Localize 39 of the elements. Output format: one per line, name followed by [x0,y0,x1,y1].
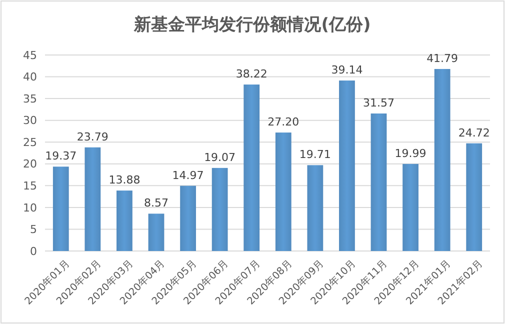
bar [402,164,418,251]
data-label: 8.57 [144,196,168,210]
y-tick-label: 15 [23,180,37,193]
y-tick-label: 35 [23,92,37,106]
data-label: 13.88 [108,174,140,187]
bar [180,186,196,251]
bar [52,166,69,251]
bar [307,165,324,251]
y-tick-label: 5 [30,223,37,236]
bar [148,214,164,251]
y-tick-label: 0 [30,244,37,258]
data-label: 38.22 [236,68,268,81]
data-label: 23.79 [76,130,108,144]
bar [244,84,260,251]
bar [84,147,101,251]
bar [466,143,482,251]
y-tick-label: 45 [23,48,37,62]
data-label: 24.72 [458,126,490,140]
y-tick-label: 20 [23,158,37,171]
bar [116,190,132,251]
data-label: 19.07 [204,150,236,164]
bar [434,68,450,251]
data-label: 27.20 [268,116,300,129]
y-tick-label: 25 [23,136,37,149]
bar [275,132,292,251]
y-tick-label: 10 [23,201,37,214]
data-label: 14.97 [172,168,204,182]
bar [339,80,355,251]
data-label: 39.14 [331,64,363,77]
bar [212,168,228,251]
data-label: 19.71 [299,148,331,162]
y-tick-label: 40 [23,70,37,84]
data-label: 19.37 [45,150,77,163]
bar [370,113,387,251]
data-label: 31.57 [363,96,394,110]
chart-title: 新基金平均发行份额情况(亿份) [133,15,371,35]
data-label: 41.79 [426,52,458,65]
y-tick-label: 30 [23,114,37,128]
data-label: 19.99 [394,146,426,160]
